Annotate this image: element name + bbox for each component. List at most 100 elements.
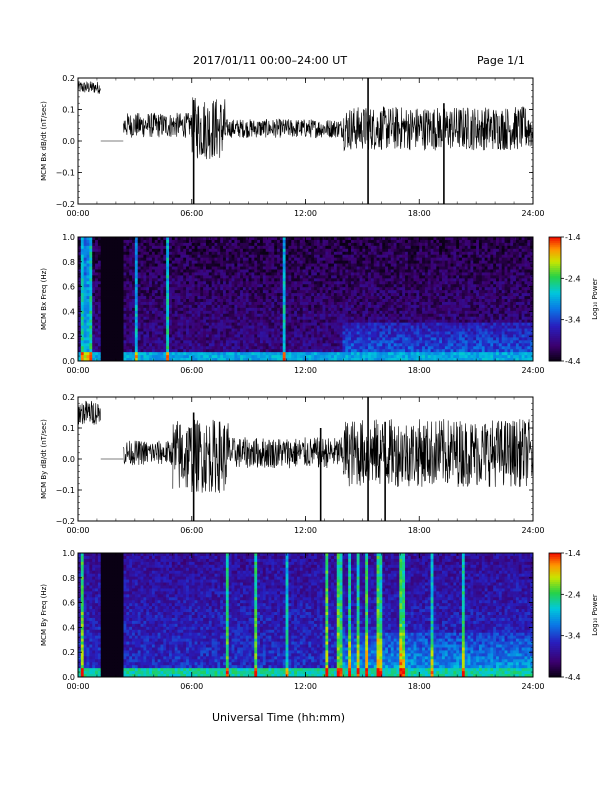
heatmap-cell xyxy=(314,319,318,324)
heatmap-cell xyxy=(390,340,395,344)
heatmap-cell xyxy=(217,337,221,341)
heatmap-cell xyxy=(262,316,267,321)
heatmap-cell xyxy=(282,307,286,312)
heatmap-cell xyxy=(328,310,332,315)
heatmap-cell xyxy=(373,266,377,270)
heatmap-cell xyxy=(316,269,321,273)
heatmap-cell xyxy=(296,263,301,267)
heatmap-cell xyxy=(282,278,286,282)
heatmap-cell xyxy=(405,278,409,282)
heatmap-cell xyxy=(314,325,318,329)
heatmap-cell xyxy=(100,269,104,273)
heatmap-cell xyxy=(154,251,159,256)
heatmap-cell xyxy=(314,237,318,241)
heatmap-cell xyxy=(237,290,241,294)
heatmap-cell xyxy=(240,242,244,247)
heatmap-cell xyxy=(186,304,190,309)
heatmap-cell xyxy=(285,254,289,259)
heatmap-cell xyxy=(120,331,124,335)
heatmap-cell xyxy=(129,328,133,332)
heatmap-cell xyxy=(393,237,397,241)
heatmap-cell xyxy=(191,299,195,303)
heatmap-cell xyxy=(251,304,255,309)
heatmap-cell xyxy=(402,337,406,341)
heatmap-cell xyxy=(336,263,341,267)
heatmap-cell xyxy=(316,257,321,262)
heatmap-cell xyxy=(379,355,383,359)
heatmap-cell xyxy=(188,310,193,315)
heatmap-cell xyxy=(123,331,127,335)
heatmap-cell xyxy=(149,322,153,326)
heatmap-cell xyxy=(257,251,261,256)
heatmap-cell xyxy=(163,304,167,309)
heatmap-cell xyxy=(351,284,355,288)
heatmap-cell xyxy=(240,340,244,344)
heatmap-cell xyxy=(311,319,315,324)
heatmap-cell xyxy=(265,355,269,359)
heatmap-cell xyxy=(257,237,261,241)
heatmap-cell xyxy=(154,254,159,259)
heatmap-cell xyxy=(279,352,284,356)
heatmap-cell xyxy=(140,313,144,318)
heatmap-cell xyxy=(177,296,181,300)
heatmap-cell xyxy=(154,304,159,309)
heatmap-cell xyxy=(373,310,377,315)
heatmap-cell xyxy=(299,278,304,282)
heatmap-cell xyxy=(160,325,164,329)
heatmap-cell xyxy=(143,334,147,338)
y-tick-label: 0.0 xyxy=(62,137,75,146)
heatmap-cell xyxy=(112,340,116,344)
heatmap-cell xyxy=(140,260,144,264)
heatmap-cell xyxy=(140,275,144,279)
heatmap-cell xyxy=(117,239,122,244)
heatmap-cell xyxy=(248,355,252,359)
heatmap-cell xyxy=(325,293,329,297)
heatmap-cell xyxy=(333,337,338,341)
heatmap-cell xyxy=(345,310,349,315)
heatmap-cell xyxy=(282,313,286,318)
heatmap-cell xyxy=(166,346,170,350)
heatmap-cell xyxy=(294,340,298,344)
heatmap-cell xyxy=(197,287,201,291)
heatmap-cell xyxy=(109,269,113,273)
heatmap-cell xyxy=(242,275,247,279)
heatmap-cell xyxy=(112,293,116,297)
heatmap-cell xyxy=(302,266,306,270)
heatmap-cell xyxy=(160,307,164,312)
heatmap-cell xyxy=(385,278,389,282)
heatmap-cell xyxy=(328,287,332,291)
heatmap-cell xyxy=(95,316,99,321)
heatmap-cell xyxy=(390,296,395,300)
heatmap-cell xyxy=(262,301,267,306)
heatmap-cell xyxy=(208,263,213,267)
heatmap-cell xyxy=(302,337,306,341)
heatmap-cell xyxy=(177,266,181,270)
heatmap-cell xyxy=(80,310,85,315)
heatmap-cell xyxy=(146,355,150,359)
heatmap-cell xyxy=(333,266,338,270)
heatmap-cell xyxy=(89,334,93,338)
heatmap-cell xyxy=(97,287,102,291)
heatmap-cell xyxy=(200,254,204,259)
heatmap-cell xyxy=(308,337,312,341)
heatmap-cell xyxy=(191,334,195,338)
heatmap-cell xyxy=(217,352,221,356)
heatmap-cell xyxy=(180,281,184,285)
heatmap-cell xyxy=(231,322,235,326)
heatmap-cell xyxy=(314,304,318,309)
heatmap-cell xyxy=(311,287,315,291)
heatmap-cell xyxy=(188,269,193,273)
heatmap-cell xyxy=(296,301,301,306)
heatmap-cell xyxy=(120,299,124,303)
heatmap-cell xyxy=(117,278,122,282)
heatmap-cell xyxy=(271,352,275,356)
heatmap-cell xyxy=(183,251,187,256)
heatmap-cell xyxy=(254,310,258,315)
heatmap-cell xyxy=(314,355,318,359)
heatmap-cell xyxy=(214,269,218,273)
heatmap-cell xyxy=(151,307,156,312)
heatmap-cell xyxy=(402,239,406,244)
heatmap-cell xyxy=(296,316,301,321)
heatmap-cell xyxy=(203,237,207,241)
heatmap-cell xyxy=(92,257,96,262)
